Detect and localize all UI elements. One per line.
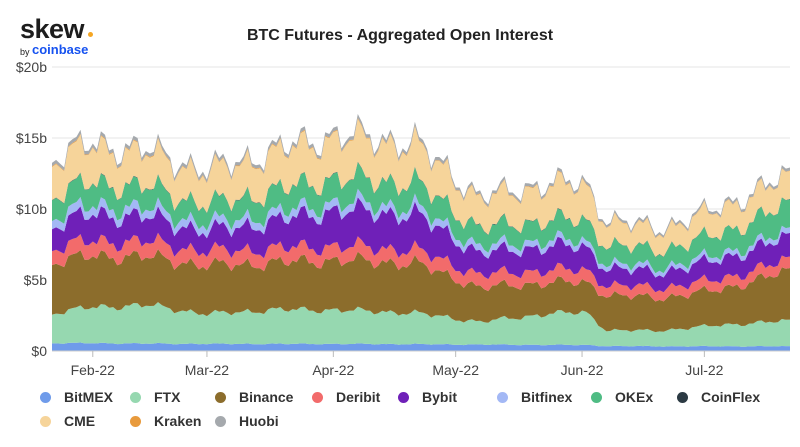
legend-swatch [677,391,688,403]
y-tick-label: $15b [16,130,47,146]
y-tick-label: $20b [16,59,47,75]
logo-by-text: by [20,47,30,57]
legend-swatch [398,391,409,403]
legend-item-binance[interactable]: Binance [215,387,293,407]
chart-legend: BitMEX FTX Binance Deribit Bybit Bitfinex OKEx… [40,387,800,443]
y-tick-label: $0 [31,343,47,359]
legend-label: CoinFlex [701,389,761,405]
legend-item-cme[interactable]: CME [40,411,95,431]
open-interest-chart: $0 $5b $10b $15b $20b Feb-22 Mar-22 Apr-22 May-2… [16,59,790,378]
skew-logo: skew by coinbase [20,14,130,62]
x-tick-label: Apr-22 [312,362,354,378]
area-kraken [52,117,790,239]
legend-item-deribit[interactable]: Deribit [312,387,380,407]
legend-label: BitMEX [64,389,113,405]
area-deribit [52,232,790,302]
legend-label: Bybit [422,389,457,405]
chart-title: BTC Futures - Aggregated Open Interest [246,27,554,44]
area-huobi [52,114,790,238]
legend-swatch [40,391,51,403]
legend-swatch [312,391,323,403]
legend-label: Deribit [336,389,381,405]
legend-label: FTX [154,389,181,405]
legend-label: CME [64,413,96,429]
x-tick-label: May-22 [432,362,479,378]
legend-swatch [215,415,226,427]
logo-dot [88,32,93,37]
legend-swatch [130,415,141,427]
legend-label: OKEx [615,389,654,405]
y-tick-label: $5b [24,272,48,288]
logo-wordmark: skew [20,14,85,44]
legend-swatch [591,391,602,403]
legend-item-ftx[interactable]: FTX [130,387,180,407]
legend-item-bybit[interactable]: Bybit [398,387,457,407]
legend-label: Huobi [239,413,279,429]
legend-swatch [215,391,226,403]
x-tick-label: Feb-22 [71,362,116,378]
area-cme [52,118,790,257]
x-tick-label: Jun-22 [561,362,604,378]
y-tick-label: $10b [16,201,47,217]
area-bitfinex [52,188,790,278]
area-binance [52,249,790,333]
legend-swatch [497,391,508,403]
legend-swatch [40,415,51,427]
legend-item-coinflex[interactable]: CoinFlex [677,387,760,407]
legend-label: Binance [239,389,294,405]
area-bybit [52,197,790,293]
area-ftx [52,302,790,347]
area-bitmex [52,342,790,351]
axis-layer: $0 $5b $10b $15b $20b Feb-22 Mar-22 Apr-22 May-2… [16,59,790,378]
legend-item-huobi[interactable]: Huobi [215,411,279,431]
legend-item-okex[interactable]: OKEx [591,387,653,407]
legend-item-bitfinex[interactable]: Bitfinex [497,387,572,407]
area-okex [52,162,790,274]
x-tick-label: Mar-22 [185,362,230,378]
legend-item-kraken[interactable]: Kraken [130,411,201,431]
area-layer [52,114,790,351]
logo-brand-name: coinbase [32,42,89,57]
legend-item-bitmex[interactable]: BitMEX [40,387,113,407]
x-tick-label: Jul-22 [685,362,723,378]
legend-label: Bitfinex [521,389,573,405]
legend-label: Kraken [154,413,202,429]
legend-swatch [130,391,141,403]
